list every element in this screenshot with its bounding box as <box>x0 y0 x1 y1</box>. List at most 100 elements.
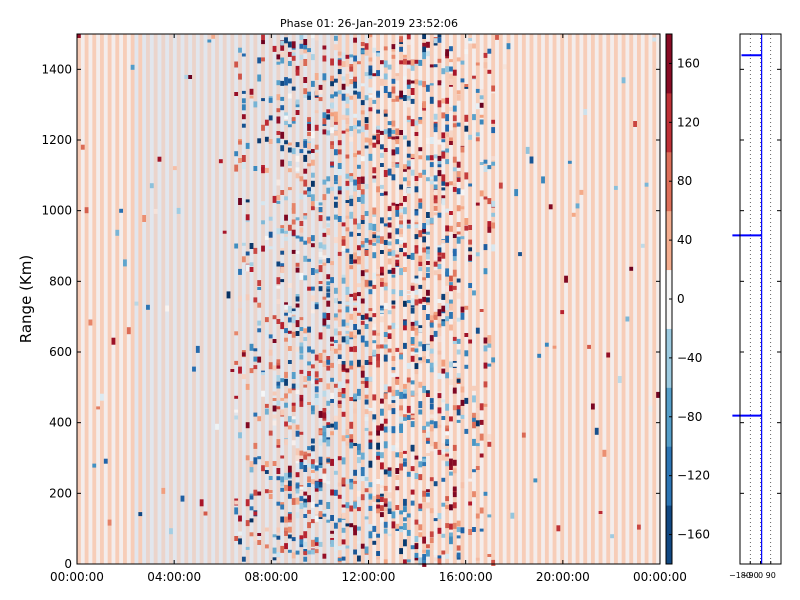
heatmap-column <box>602 34 607 564</box>
heatmap-cell <box>395 73 400 81</box>
heatmap-column <box>506 34 511 564</box>
heatmap-cell <box>583 109 588 115</box>
heatmap-cell <box>445 523 450 529</box>
heatmap-cell <box>449 282 454 286</box>
heatmap-cell <box>295 65 300 72</box>
heatmap-cell <box>353 335 358 339</box>
heatmap-cell <box>456 550 461 554</box>
colorbar-tick-label: 40 <box>677 233 692 247</box>
heatmap-cell <box>437 350 442 355</box>
heatmap-cell <box>314 538 319 546</box>
heatmap-cell <box>303 179 308 187</box>
heatmap-cell <box>414 186 419 193</box>
heatmap-cell <box>391 78 396 84</box>
heatmap-cell <box>291 207 296 214</box>
heatmap-column <box>153 34 158 564</box>
heatmap-cell <box>333 237 339 244</box>
heatmap-cell <box>387 130 392 137</box>
heatmap-cell <box>326 223 331 228</box>
heatmap-cell <box>280 145 285 152</box>
heatmap-cell <box>272 315 277 320</box>
heatmap-cell <box>387 333 392 338</box>
heatmap-cell <box>383 240 388 245</box>
heatmap-cell <box>238 47 243 53</box>
heatmap-cell <box>410 80 415 84</box>
heatmap-column <box>548 34 554 564</box>
heatmap-cell <box>403 498 408 506</box>
heatmap-cell <box>280 545 285 553</box>
heatmap-cell <box>268 115 273 121</box>
heatmap-cell <box>341 393 346 398</box>
heatmap-cell <box>268 246 273 250</box>
heatmap-cell <box>406 100 411 108</box>
heatmap-cell <box>330 530 335 534</box>
heatmap-cell <box>387 91 392 98</box>
heatmap-cell <box>406 415 411 420</box>
heatmap-cell <box>395 468 400 474</box>
heatmap-cell <box>299 535 304 540</box>
heatmap-cell <box>322 55 327 62</box>
heatmap-cell <box>215 423 220 430</box>
heatmap-cell <box>414 329 419 336</box>
chart-title: Phase 01: 26-Jan-2019 23:52:06 <box>280 17 458 30</box>
heatmap-cell <box>399 290 404 297</box>
heatmap-cell <box>433 113 438 120</box>
heatmap-cell <box>322 228 327 233</box>
heatmap-cell <box>422 490 427 497</box>
heatmap-cell <box>333 181 339 185</box>
heatmap-cell <box>349 136 354 142</box>
heatmap-cell <box>245 251 250 256</box>
heatmap-cell <box>234 507 239 515</box>
heatmap-cell <box>403 242 408 248</box>
heatmap-cell <box>299 176 304 182</box>
heatmap-cell <box>426 261 431 265</box>
heatmap-column <box>241 34 247 564</box>
heatmap-column <box>146 34 151 564</box>
heatmap-cell <box>383 129 388 135</box>
heatmap-cell <box>452 254 458 261</box>
heatmap-cell <box>418 172 423 178</box>
heatmap-cell <box>318 511 323 518</box>
heatmap-cell <box>337 163 342 169</box>
heatmap-cell <box>310 159 316 166</box>
heatmap-cell <box>284 484 289 491</box>
heatmap-cell <box>410 355 415 362</box>
heatmap-cell <box>119 208 124 213</box>
heatmap-cell <box>399 526 404 530</box>
heatmap-cell <box>414 473 419 479</box>
heatmap-cell <box>238 198 243 205</box>
heatmap-cell <box>383 60 388 68</box>
heatmap-cell <box>449 379 454 385</box>
heatmap-cell <box>303 514 308 518</box>
heatmap-cell <box>437 449 442 455</box>
heatmap-column <box>483 34 488 564</box>
heatmap-cell <box>456 90 461 95</box>
heatmap-cell <box>322 513 327 517</box>
heatmap-cell <box>310 180 316 187</box>
heatmap-cell <box>368 308 373 312</box>
heatmap-cell <box>356 457 362 464</box>
heatmap-cell <box>280 44 285 51</box>
heatmap-cell <box>372 231 377 237</box>
heatmap-cell <box>249 262 254 267</box>
heatmap-cell <box>475 327 481 334</box>
heatmap-column <box>564 34 569 564</box>
heatmap-cell <box>406 405 411 413</box>
heatmap-cell <box>472 43 477 49</box>
heatmap-cell <box>414 216 419 221</box>
heatmap-cell <box>403 450 408 454</box>
heatmap-cell <box>307 117 312 123</box>
heatmap-cell <box>287 360 293 364</box>
heatmap-cell <box>441 321 446 327</box>
heatmap-column <box>648 34 653 564</box>
heatmap-cell <box>360 494 365 501</box>
heatmap-cell <box>307 189 312 195</box>
heatmap-cell <box>372 252 377 259</box>
heatmap-cell <box>475 408 481 414</box>
heatmap-cell <box>360 241 365 247</box>
heatmap-cell <box>330 161 335 166</box>
heatmap-cell <box>406 64 411 69</box>
heatmap-cell <box>426 489 431 493</box>
heatmap-column <box>157 34 162 564</box>
